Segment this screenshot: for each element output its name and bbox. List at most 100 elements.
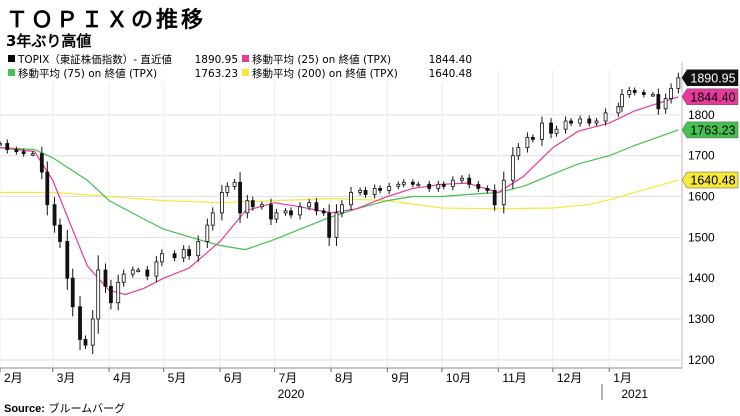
gridlines bbox=[0, 70, 682, 368]
candle-body bbox=[70, 277, 75, 308]
candle-body bbox=[372, 187, 377, 195]
legend: TOPIX（東証株価指数）- 直近値 1890.95 移動平均 (25) on 終値… bbox=[4, 53, 472, 82]
legend-background bbox=[4, 54, 470, 82]
candle-body bbox=[172, 253, 177, 259]
legend-label: TOPIX（東証株価指数）- 直近値 bbox=[17, 53, 172, 66]
last-value-text: 1763.23 bbox=[690, 123, 735, 137]
candle-body bbox=[349, 192, 353, 206]
candle-body bbox=[549, 122, 553, 134]
candle-body bbox=[121, 273, 126, 283]
candle-body bbox=[501, 179, 506, 206]
legend-value: 1844.40 bbox=[429, 54, 472, 66]
x-tick-label: 2月 bbox=[4, 371, 23, 385]
ma-line-2 bbox=[0, 129, 679, 251]
candle-body bbox=[427, 183, 432, 189]
candle-body bbox=[14, 149, 19, 153]
candle-body bbox=[327, 212, 332, 238]
candle-body bbox=[510, 155, 515, 181]
candle-body bbox=[450, 179, 455, 187]
last-value-tag bbox=[681, 121, 739, 139]
candle-body bbox=[441, 183, 446, 187]
x-axis: 2月 3月 4月 5月 6月 7月 8月 9月 10月 11月 12月 1月 2020 2021 bbox=[0, 367, 682, 401]
candle-body bbox=[358, 190, 362, 193]
legend-label: 移動平均 (25) on 終値 (TPX) bbox=[252, 53, 391, 66]
candle-body bbox=[578, 118, 583, 124]
legend-value: 1763.23 bbox=[195, 68, 238, 80]
candle-body bbox=[238, 181, 242, 214]
candle-body bbox=[90, 318, 95, 346]
candle-body bbox=[116, 281, 121, 304]
candle-body bbox=[632, 90, 637, 93]
candle-body bbox=[387, 185, 392, 191]
candle-body bbox=[476, 183, 481, 189]
candle-body bbox=[334, 212, 339, 238]
candle-body bbox=[78, 306, 82, 340]
candle-body bbox=[145, 269, 150, 277]
candle-body bbox=[45, 171, 50, 206]
candle-body bbox=[378, 187, 383, 191]
year-label: 2020 bbox=[278, 387, 305, 401]
x-tick-label: 8月 bbox=[335, 371, 354, 385]
candle-body bbox=[641, 92, 646, 95]
candle-body bbox=[58, 224, 62, 242]
candle-body bbox=[187, 249, 192, 257]
source-label: Source: bbox=[4, 403, 45, 415]
x-tick-label: 5月 bbox=[168, 371, 187, 385]
candle-body bbox=[485, 187, 490, 191]
y-tick-label: 1300 bbox=[688, 312, 715, 326]
candle-body bbox=[363, 190, 368, 195]
legend-swatch bbox=[242, 55, 249, 62]
x-tick-label: 7月 bbox=[279, 371, 298, 385]
y-tick-label: 1600 bbox=[688, 190, 715, 204]
candle-body bbox=[676, 77, 681, 89]
candle-body bbox=[289, 210, 293, 216]
candle-body bbox=[225, 185, 230, 193]
candle-body bbox=[627, 90, 632, 95]
last-value-tag bbox=[681, 171, 739, 189]
last-value-text: 1844.40 bbox=[690, 90, 735, 104]
candle-body bbox=[594, 120, 599, 124]
source-value: ブルームバーグ bbox=[48, 402, 126, 415]
candle-body bbox=[436, 183, 441, 189]
x-tick-label: 3月 bbox=[57, 371, 76, 385]
last-value-tag bbox=[681, 88, 739, 106]
candle-body bbox=[530, 136, 535, 140]
candle-body bbox=[616, 106, 621, 114]
candle-body bbox=[569, 120, 573, 124]
legend-swatch bbox=[242, 69, 249, 76]
legend-swatch bbox=[8, 55, 15, 62]
candle-body bbox=[396, 183, 401, 187]
candle-body bbox=[663, 98, 668, 110]
candle-body bbox=[340, 204, 344, 214]
candle-body bbox=[181, 249, 186, 259]
last-value-tags: 1890.95 1844.40 1763.23 1640.48 bbox=[681, 69, 739, 189]
candle-body bbox=[245, 200, 250, 214]
x-tick-label: 4月 bbox=[113, 371, 132, 385]
last-value-text: 1890.95 bbox=[690, 71, 735, 85]
y-tick-label: 1500 bbox=[688, 230, 715, 244]
candle-body bbox=[103, 269, 108, 287]
candle-body bbox=[136, 269, 141, 272]
candle-body bbox=[210, 212, 215, 226]
legend-label: 移動平均 (200) on 終値 (TPX) bbox=[252, 67, 398, 80]
candle-body bbox=[307, 202, 312, 208]
x-tick-label: 11月 bbox=[502, 371, 526, 385]
candle-body bbox=[492, 190, 497, 206]
candle-body bbox=[65, 241, 70, 279]
series-lines bbox=[0, 96, 679, 296]
legend-label: 移動平均 (75) on 終値 (TPX) bbox=[18, 67, 157, 80]
x-tick-label: 12月 bbox=[557, 371, 582, 385]
candle-body bbox=[554, 128, 559, 134]
candle-body bbox=[130, 269, 135, 275]
candle-body bbox=[563, 120, 568, 130]
candle-body bbox=[259, 204, 264, 208]
year-label: 2021 bbox=[621, 387, 648, 401]
candle-body bbox=[540, 122, 544, 140]
candle-body bbox=[96, 269, 101, 320]
candle-body bbox=[219, 192, 224, 214]
y-tick-label: 1700 bbox=[688, 149, 715, 163]
x-tick-label: 1月 bbox=[613, 371, 632, 385]
y-tick-label: 1400 bbox=[688, 271, 715, 285]
candle-body bbox=[52, 204, 57, 226]
